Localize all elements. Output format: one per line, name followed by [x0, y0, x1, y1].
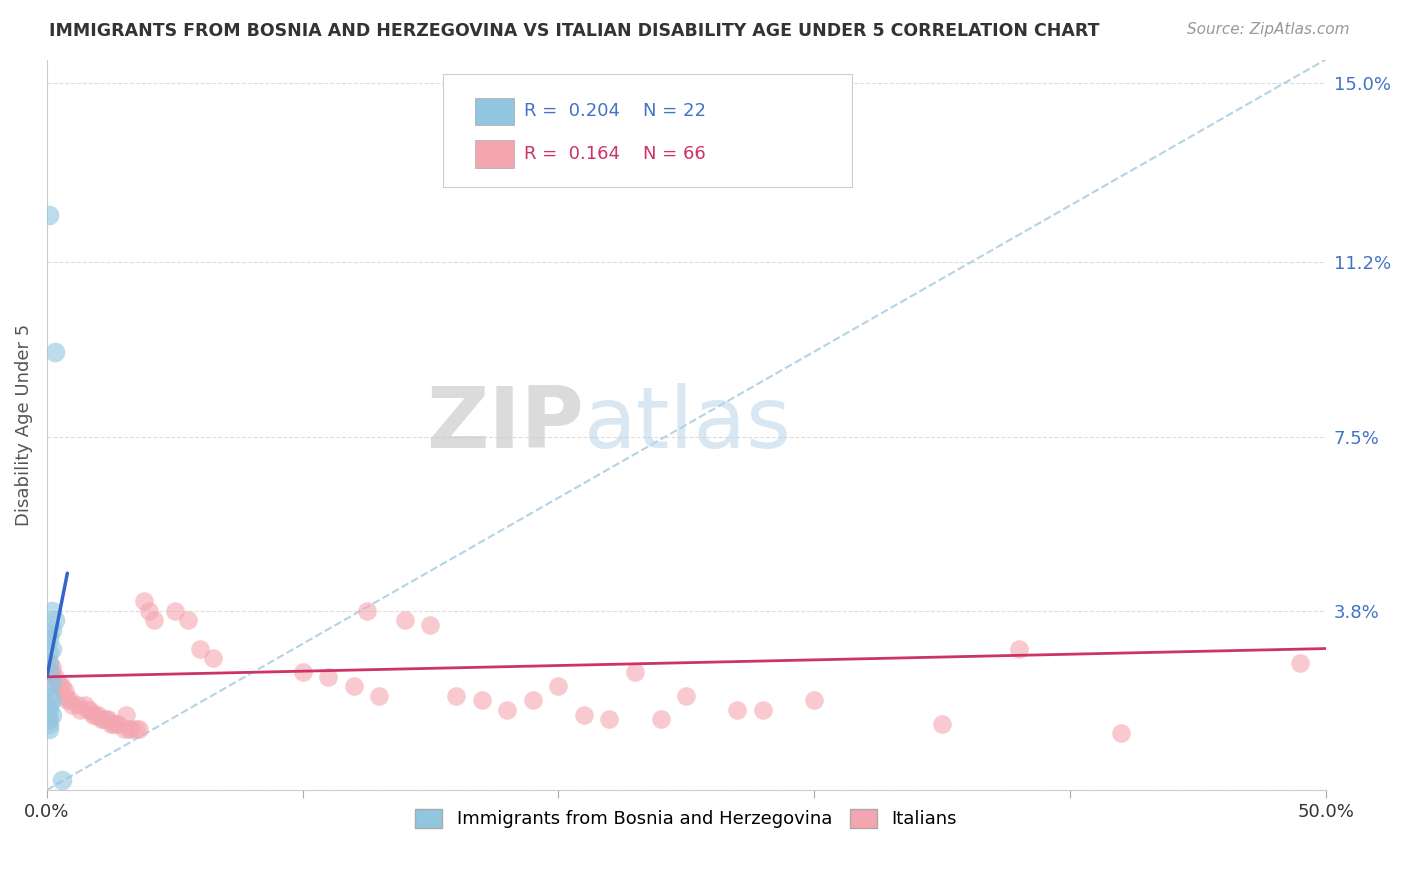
FancyBboxPatch shape: [475, 97, 513, 126]
Point: [41, 674, 63, 689]
Point: [188, 641, 211, 656]
Point: [53, 689, 76, 703]
Point: [675, 689, 697, 703]
Point: [38, 646, 60, 660]
Point: [38, 627, 60, 641]
Point: [82, 707, 104, 722]
Point: [419, 618, 441, 632]
Point: [79, 703, 101, 717]
Point: [41, 707, 63, 722]
Point: [41, 660, 63, 674]
Point: [41, 623, 63, 637]
Point: [598, 712, 620, 726]
Point: [62, 698, 84, 712]
Point: [128, 722, 150, 736]
Point: [650, 712, 672, 726]
Point: [803, 693, 825, 707]
Point: [38, 722, 60, 736]
Text: atlas: atlas: [583, 384, 792, 467]
Point: [547, 679, 569, 693]
Point: [100, 717, 122, 731]
Point: [176, 613, 198, 627]
Point: [59, 693, 82, 707]
Point: [202, 651, 225, 665]
Point: [38, 656, 60, 670]
Point: [356, 604, 378, 618]
Point: [38, 632, 60, 647]
Point: [624, 665, 647, 680]
Point: [69, 703, 91, 717]
Point: [368, 689, 391, 703]
Point: [112, 722, 135, 736]
Point: [118, 722, 141, 736]
Point: [48, 679, 70, 693]
Point: [44, 670, 66, 684]
Point: [120, 722, 142, 736]
Point: [143, 613, 166, 627]
Text: IMMIGRANTS FROM BOSNIA AND HERZEGOVINA VS ITALIAN DISABILITY AGE UNDER 5 CORRELA: IMMIGRANTS FROM BOSNIA AND HERZEGOVINA V…: [49, 22, 1099, 40]
Point: [41, 665, 63, 680]
Point: [38, 679, 60, 693]
Point: [90, 712, 112, 726]
Point: [496, 703, 519, 717]
Point: [1008, 641, 1031, 656]
Point: [107, 717, 129, 731]
Text: ZIP: ZIP: [426, 384, 583, 467]
Point: [104, 717, 127, 731]
Point: [125, 722, 148, 736]
Point: [38, 717, 60, 731]
Point: [132, 594, 155, 608]
Point: [163, 604, 186, 618]
Point: [51, 773, 73, 788]
Point: [444, 689, 467, 703]
Point: [316, 670, 339, 684]
Point: [56, 693, 79, 707]
Point: [291, 665, 314, 680]
Point: [91, 712, 114, 726]
Point: [115, 707, 138, 722]
Point: [84, 707, 107, 722]
Point: [103, 717, 125, 731]
Point: [522, 693, 544, 707]
Point: [725, 703, 748, 717]
Point: [752, 703, 775, 717]
Legend: Immigrants from Bosnia and Herzegovina, Italians: Immigrants from Bosnia and Herzegovina, …: [408, 802, 965, 836]
Point: [76, 703, 98, 717]
Point: [51, 679, 73, 693]
Point: [87, 707, 110, 722]
FancyBboxPatch shape: [443, 74, 852, 187]
Point: [38, 712, 60, 726]
Point: [1289, 656, 1312, 670]
FancyBboxPatch shape: [475, 140, 513, 168]
Point: [44, 344, 66, 359]
Point: [38, 656, 60, 670]
Point: [38, 208, 60, 222]
Point: [41, 693, 63, 707]
Point: [38, 665, 60, 680]
Point: [138, 604, 160, 618]
Point: [931, 717, 953, 731]
Point: [46, 674, 69, 689]
Point: [44, 613, 66, 627]
Point: [75, 698, 97, 712]
Point: [66, 698, 89, 712]
Text: R =  0.204    N = 22: R = 0.204 N = 22: [524, 103, 706, 120]
Point: [38, 698, 60, 712]
Text: R =  0.164    N = 66: R = 0.164 N = 66: [524, 145, 706, 163]
Point: [572, 707, 595, 722]
Point: [1109, 726, 1132, 740]
Text: Source: ZipAtlas.com: Source: ZipAtlas.com: [1187, 22, 1350, 37]
Point: [94, 712, 117, 726]
Point: [471, 693, 494, 707]
Point: [41, 604, 63, 618]
Point: [38, 703, 60, 717]
Point: [53, 684, 76, 698]
Point: [41, 641, 63, 656]
Point: [38, 689, 60, 703]
Y-axis label: Disability Age Under 5: Disability Age Under 5: [15, 324, 32, 526]
Point: [394, 613, 416, 627]
Point: [97, 712, 120, 726]
Point: [343, 679, 366, 693]
